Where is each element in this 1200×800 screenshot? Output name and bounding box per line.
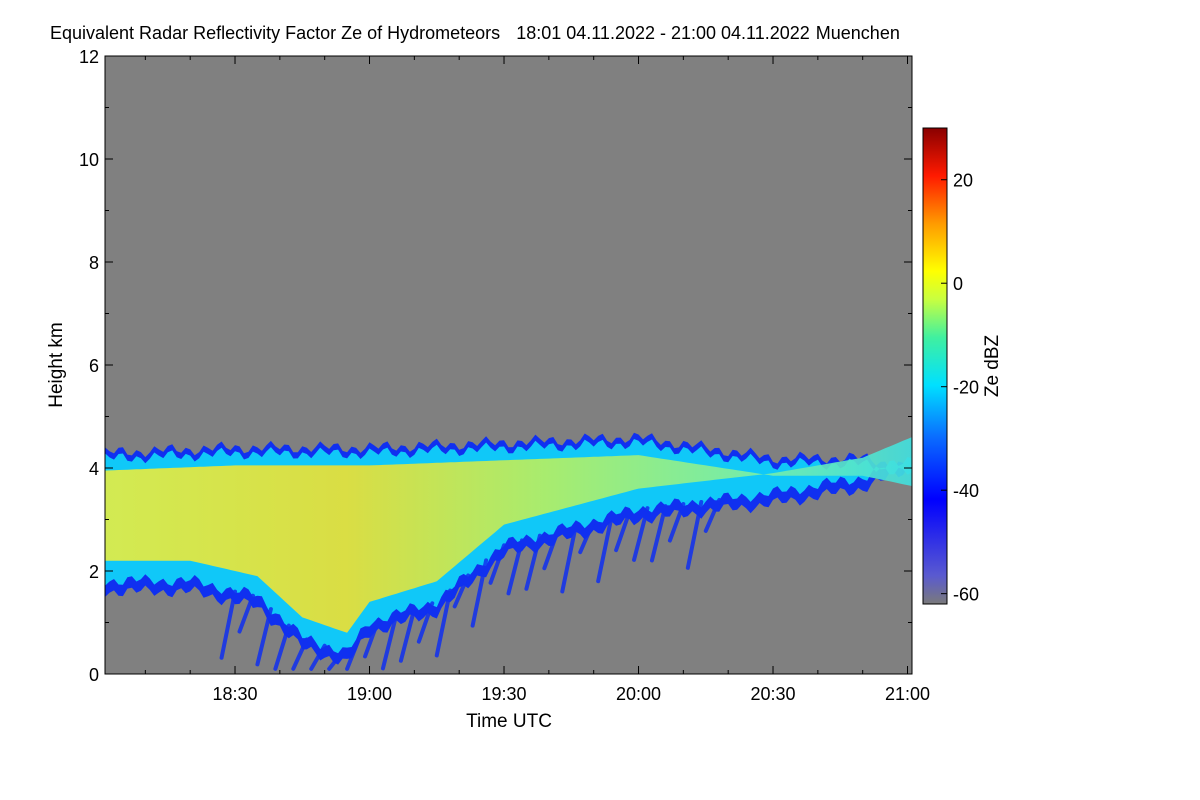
x-tick-label: 19:00 — [347, 684, 392, 704]
colorbar-tick-label: 20 — [953, 171, 973, 191]
chart-title: Equivalent Radar Reflectivity Factor Ze … — [50, 23, 900, 43]
fall-streak — [416, 601, 435, 644]
y-tick-label: 6 — [89, 356, 99, 376]
fall-streak — [291, 637, 309, 671]
fall-streak — [380, 612, 399, 671]
cloud-core — [105, 437, 912, 633]
colorbar-tick-label: -40 — [953, 481, 979, 501]
fall-streak — [237, 593, 255, 634]
y-axis-label: Height km — [46, 322, 67, 408]
x-tick-label: 19:30 — [481, 684, 526, 704]
colorbar-tick-label: 0 — [953, 274, 963, 294]
fall-streak — [255, 607, 273, 667]
fall-streak — [560, 524, 578, 594]
fall-streak — [524, 533, 542, 591]
fall-streak — [470, 558, 489, 628]
y-axis: 0 2 4 6 8 10 12 — [79, 47, 912, 685]
fall-streak — [327, 649, 345, 671]
fall-streak — [345, 632, 363, 671]
title-location: Muenchen — [816, 23, 900, 43]
y-tick-label: 12 — [79, 47, 99, 67]
fall-streak — [363, 617, 381, 659]
fall-streak — [488, 543, 507, 585]
x-tick-label: 18:30 — [212, 684, 257, 704]
colorbar — [922, 127, 948, 605]
fall-streak — [273, 623, 291, 671]
fall-streak — [614, 509, 632, 553]
cloud-layer — [105, 432, 912, 671]
title-time-range: 18:01 04.11.2022 - 21:00 04.11.2022 — [516, 23, 810, 43]
x-tick-label: 21:00 — [885, 684, 930, 704]
fall-streak — [219, 589, 238, 660]
x-axis: 18:30 19:00 19:30 20:00 20:30 21:00 — [144, 56, 930, 704]
fall-streak — [632, 506, 650, 562]
y-tick-label: 0 — [89, 665, 99, 685]
fall-streak — [649, 504, 668, 563]
fall-streak — [452, 573, 471, 609]
fall-streak — [703, 497, 722, 533]
x-axis-label: Time UTC — [466, 711, 552, 732]
y-tick-label: 4 — [89, 459, 99, 479]
fall-streak — [506, 538, 524, 596]
colorbar-label: Ze dBZ — [982, 334, 1003, 397]
fall-streak — [685, 499, 704, 570]
x-tick-label: 20:00 — [616, 684, 661, 704]
y-tick-label: 10 — [79, 150, 99, 170]
y-tick-label: 2 — [89, 562, 99, 582]
fall-streak — [398, 606, 417, 663]
fall-streak — [309, 643, 327, 671]
colorbar-tick-label: -60 — [953, 585, 979, 605]
fall-streak — [667, 502, 686, 543]
fall-streak — [542, 528, 560, 571]
colorbar-tick-label: -20 — [953, 378, 979, 398]
fall-streak — [578, 519, 596, 555]
fall-streak — [434, 588, 453, 658]
y-tick-label: 8 — [89, 253, 99, 273]
fall-streak — [596, 514, 614, 584]
title-main: Equivalent Radar Reflectivity Factor Ze … — [50, 23, 500, 43]
x-tick-label: 20:30 — [750, 684, 795, 704]
colorbar-axis: 20 0 -20 -40 -60 — [941, 171, 979, 605]
